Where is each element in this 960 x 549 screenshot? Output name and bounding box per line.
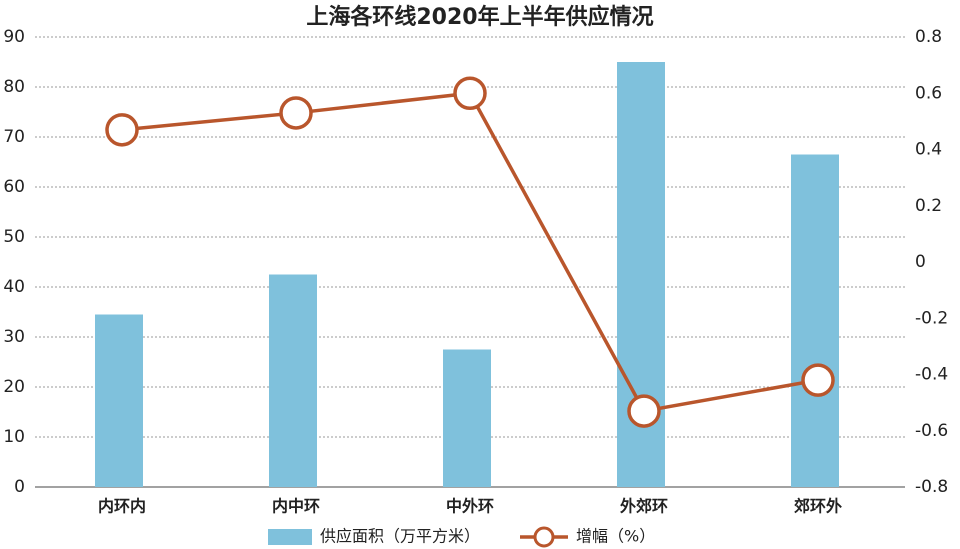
- x-tick-label: 中外环: [446, 497, 494, 516]
- y2-tick-label: 0: [915, 252, 926, 272]
- legend-label: 供应面积（万平方米）: [320, 527, 480, 546]
- y-tick-label: 40: [3, 277, 25, 297]
- legend-swatch: [268, 529, 312, 545]
- x-tick-label: 内环内: [98, 497, 146, 516]
- y2-tick-label: 0.8: [915, 27, 942, 47]
- line-marker: [105, 113, 139, 147]
- bar: [95, 314, 143, 487]
- y-tick-label: 70: [3, 127, 25, 147]
- x-tick-label: 郊环外: [794, 497, 842, 516]
- bar: [443, 349, 491, 487]
- y-tick-label: 10: [3, 427, 25, 447]
- y2-tick-label: 0.2: [915, 196, 942, 216]
- bar: [791, 154, 839, 487]
- y-tick-label: 50: [3, 227, 25, 247]
- legend-swatch: [533, 526, 555, 548]
- line-marker: [801, 363, 835, 397]
- line-marker: [453, 76, 487, 110]
- y-tick-label: 30: [3, 327, 25, 347]
- y2-tick-label: 0.6: [915, 83, 942, 103]
- bar: [269, 274, 317, 487]
- y-tick-label: 0: [14, 477, 25, 497]
- y-tick-label: 20: [3, 377, 25, 397]
- y2-tick-label: 0.4: [915, 140, 942, 160]
- x-tick-label: 内中环: [272, 497, 320, 516]
- y-tick-label: 60: [3, 177, 25, 197]
- chart-title: 上海各环线2020年上半年供应情况: [306, 4, 653, 30]
- y2-tick-label: -0.6: [915, 421, 948, 441]
- x-tick-label: 外郊环: [619, 497, 668, 516]
- line-marker: [279, 96, 313, 130]
- line-marker: [627, 394, 661, 428]
- y2-tick-label: -0.8: [915, 477, 948, 497]
- legend-label: 增幅（%）: [576, 527, 655, 546]
- y-tick-label: 80: [3, 77, 25, 97]
- y2-tick-label: -0.4: [915, 365, 948, 385]
- y-tick-label: 90: [3, 27, 25, 47]
- y2-tick-label: -0.2: [915, 308, 948, 328]
